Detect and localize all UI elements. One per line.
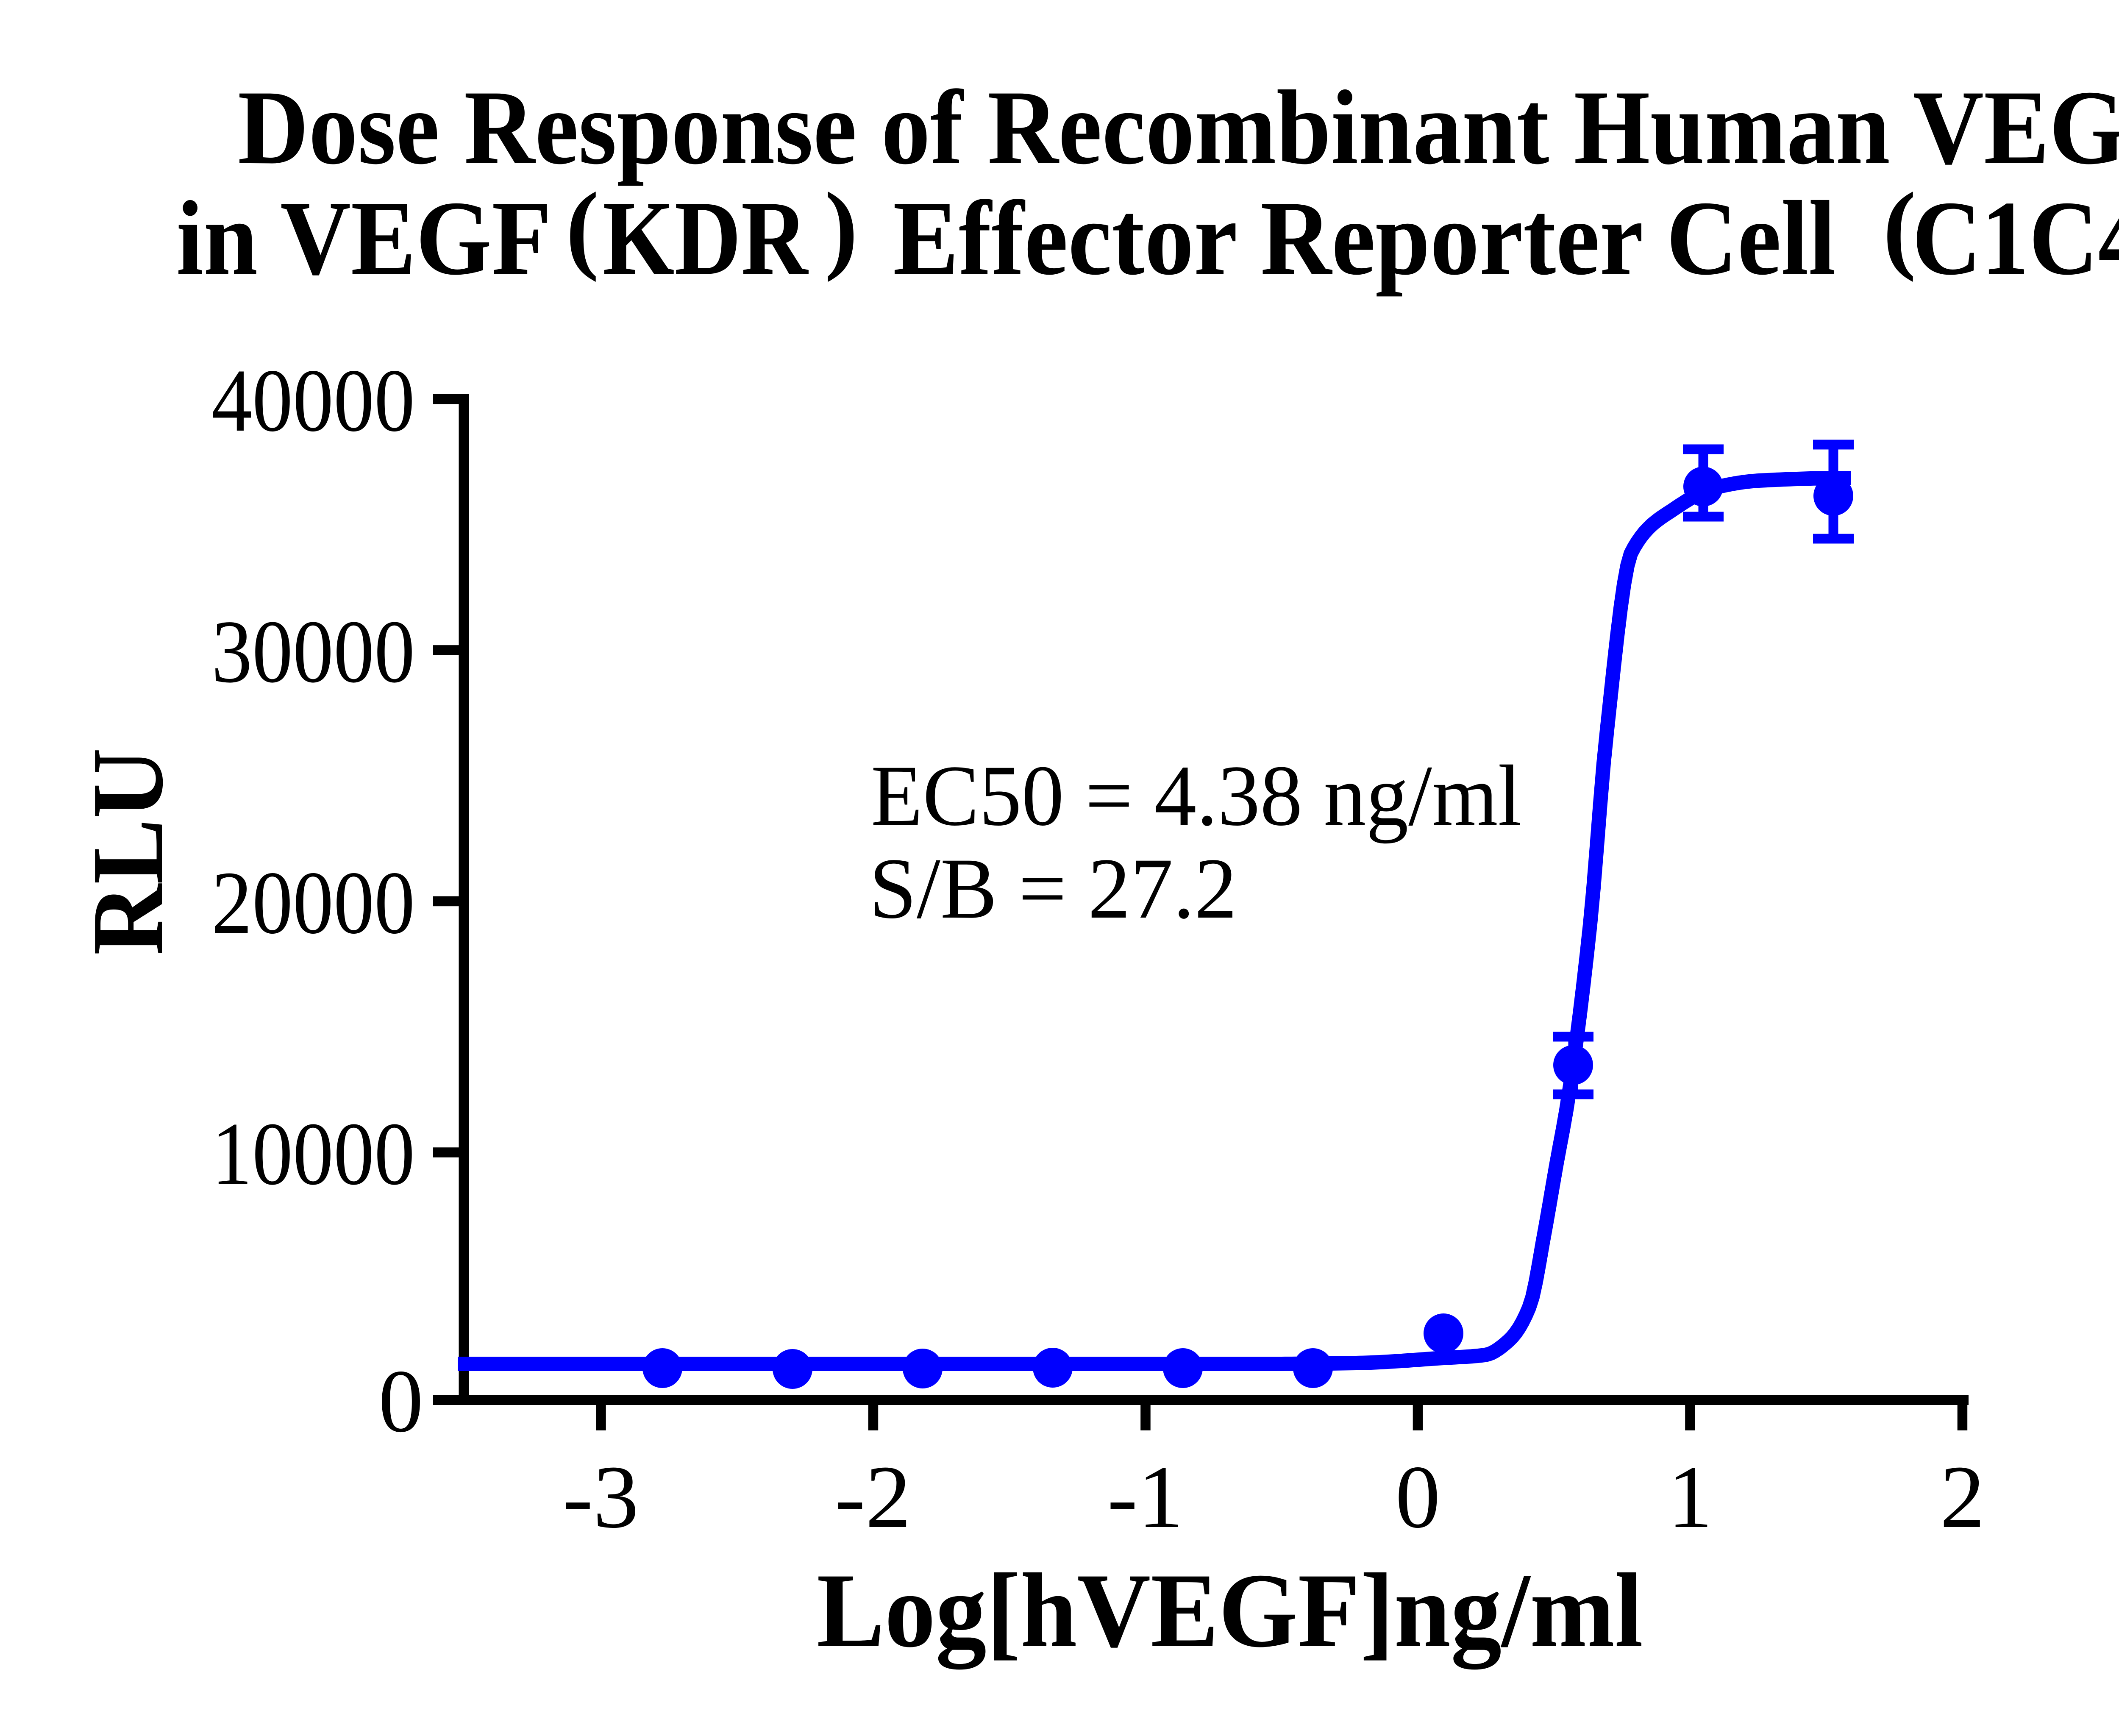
- svg-text:in VEGF: in VEGF: [176, 179, 551, 297]
- svg-text:(: (: [566, 172, 599, 282]
- svg-text:-2: -2: [835, 1447, 911, 1547]
- svg-text:30000: 30000: [211, 602, 415, 701]
- svg-text:10000: 10000: [211, 1104, 415, 1204]
- svg-text:Log[hVEGF]ng/ml: Log[hVEGF]ng/ml: [817, 1552, 1643, 1669]
- svg-text:Dose Response of Recombinant H: Dose Response of Recombinant Human VEGF: [238, 69, 2119, 186]
- svg-text:RLU: RLU: [71, 748, 184, 955]
- svg-text:-1: -1: [1107, 1447, 1184, 1547]
- svg-text:-3: -3: [563, 1447, 639, 1547]
- svg-text:20000: 20000: [211, 853, 415, 952]
- svg-text:S/B = 27.2: S/B = 27.2: [869, 840, 1237, 937]
- svg-text:1: 1: [1668, 1447, 1713, 1547]
- svg-text:EC50 = 4.38 ng/ml: EC50 = 4.38 ng/ml: [871, 748, 1521, 844]
- svg-text:40000: 40000: [211, 351, 415, 450]
- svg-text:Effector Reporter Cell: Effector Reporter Cell: [893, 179, 1836, 297]
- svg-text:KDR: KDR: [603, 179, 809, 297]
- svg-text:C1C42: C1C42: [1912, 179, 2119, 297]
- svg-text:0: 0: [378, 1351, 423, 1451]
- svg-text:): ): [825, 172, 858, 282]
- svg-text:0: 0: [1396, 1447, 1440, 1547]
- svg-text:(: (: [1883, 172, 1916, 282]
- svg-text:2: 2: [1940, 1447, 1985, 1547]
